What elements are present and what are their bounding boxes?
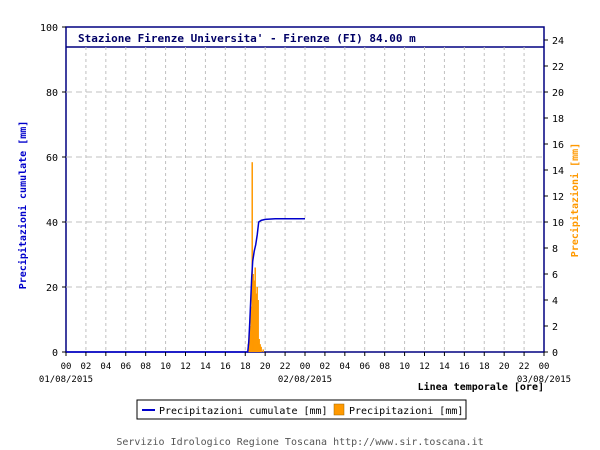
axes: 00 02 04 06 08 10 12 14 16 18 20 22 00 02 04 06 08 10 12 14…: [39, 23, 571, 385]
x-tick-label: 20: [499, 362, 510, 372]
x-tick-label: 14: [439, 362, 450, 372]
grid: [66, 47, 544, 352]
precip-bar: [249, 326, 251, 352]
chart-title: Stazione Firenze Universita' - Firenze (…: [78, 32, 416, 45]
legend: Precipitazioni cumulate [mm] Precipitazi…: [136, 399, 467, 420]
x-tick-label: 00: [300, 362, 311, 372]
x-tick-label: 12: [419, 362, 430, 372]
x-tick-label: 06: [120, 362, 131, 372]
y-right-tick-label: 2: [552, 322, 558, 333]
x-tick-label: 18: [240, 362, 251, 372]
y-left-tick-label: 40: [46, 218, 58, 229]
x-tick-label: 06: [359, 362, 370, 372]
x-date-label: 01/08/2015: [39, 375, 93, 385]
x-tick-label: 02: [319, 362, 330, 372]
precip-bar: [259, 344, 261, 352]
x-tick-label: 16: [459, 362, 470, 372]
legend-bar-swatch: [333, 403, 345, 416]
x-tick-label: 14: [200, 362, 211, 372]
x-tick-label: 12: [180, 362, 191, 372]
footer-credit: Servizio Idrologico Regione Toscana http…: [116, 437, 483, 448]
x-tick-label: 08: [140, 362, 151, 372]
y-left-tick-label: 100: [40, 23, 58, 34]
x-tick-label: 00: [539, 362, 550, 372]
y-right-tick-label: 24: [552, 36, 564, 47]
y-right-tick-label: 18: [552, 114, 564, 125]
x-tick-label: 22: [280, 362, 291, 372]
precip-bar: [253, 280, 255, 352]
x-tick-label: 08: [379, 362, 390, 372]
y-left-tick-label: 0: [52, 348, 58, 359]
precip-bar: [251, 162, 253, 352]
y-left-label: Precipitazioni cumulate [mm]: [17, 121, 29, 290]
x-tick-label: 20: [260, 362, 271, 372]
y-right-tick-label: 16: [552, 140, 564, 151]
precip-bar: [250, 306, 252, 352]
precip-bar: [255, 293, 257, 352]
legend-label-bars: Precipitazioni [mm]: [349, 406, 463, 417]
x-tick-label: 10: [399, 362, 410, 372]
legend-label-cumulative: Precipitazioni cumulate [mm]: [159, 406, 328, 417]
x-tick-label: 16: [220, 362, 231, 372]
y-right-tick-label: 14: [552, 166, 564, 177]
x-tick-label: 00: [61, 362, 72, 372]
y-right-tick-label: 22: [552, 62, 564, 73]
precip-bar: [262, 349, 264, 352]
x-date-label: 03/08/2015: [517, 375, 571, 385]
precip-bar: [257, 300, 259, 352]
y-right-label: Precipitazioni [mm]: [569, 143, 581, 257]
x-date-label: 02/08/2015: [278, 375, 332, 385]
y-left-tick-label: 80: [46, 88, 58, 99]
x-tick-label: 02: [80, 362, 91, 372]
precip-bar: [252, 274, 254, 352]
precip-bar: [260, 346, 262, 352]
y-right-tick-label: 6: [552, 270, 558, 281]
precip-bar: [258, 339, 260, 352]
x-tick-label: 10: [160, 362, 171, 372]
x-tick-label: 04: [339, 362, 350, 372]
y-right-tick-label: 4: [552, 296, 558, 307]
precip-bar: [254, 267, 256, 352]
x-axis-label: Linea temporale [ore]: [418, 381, 544, 393]
y-right-tick-label: 0: [552, 348, 558, 359]
y-right-tick-label: 20: [552, 88, 564, 99]
y-right-tick-label: 10: [552, 218, 564, 229]
legend-box: [136, 399, 467, 420]
y-left-tick-label: 60: [46, 153, 58, 164]
y-right-tick-label: 8: [552, 244, 558, 255]
x-tick-label: 22: [519, 362, 530, 372]
y-left-tick-label: 20: [46, 283, 58, 294]
cumulative-series: [66, 218, 305, 353]
precip-bar: [256, 287, 258, 352]
cumulative-line: [66, 218, 305, 353]
y-right-tick-label: 12: [552, 192, 564, 203]
plot-area: [65, 26, 545, 353]
x-tick-label: 18: [479, 362, 490, 372]
x-tick-label: 04: [100, 362, 111, 372]
